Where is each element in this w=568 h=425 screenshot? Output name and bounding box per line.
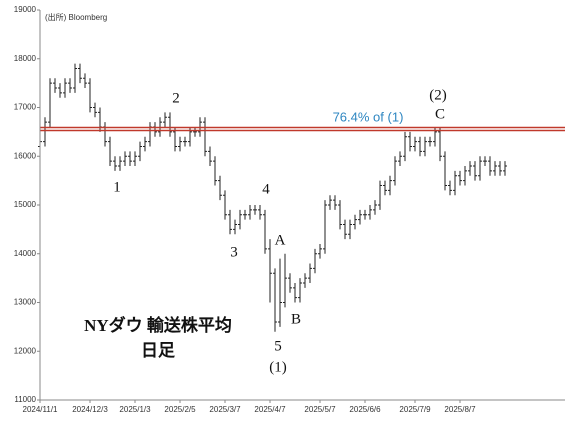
y-tick-label: 14000 (14, 249, 37, 258)
x-tick-label: 2025/3/7 (209, 405, 241, 414)
wave-label: (1) (269, 359, 287, 375)
y-tick-label: 15000 (14, 200, 37, 209)
wave-label: 1 (113, 179, 121, 195)
x-tick-label: 2025/2/5 (164, 405, 196, 414)
y-tick-label: 17000 (14, 103, 37, 112)
x-tick-label: 2024/11/1 (23, 405, 59, 414)
y-tick-label: 16000 (14, 151, 37, 160)
y-tick-label: 12000 (14, 346, 37, 355)
wave-label: A (275, 232, 286, 248)
wave-label: 5 (274, 338, 282, 354)
wave-label: B (291, 311, 301, 327)
y-tick-label: 19000 (14, 5, 37, 14)
wave-label: (2) (429, 87, 447, 103)
x-tick-label: 2025/4/7 (254, 405, 286, 414)
source-note: (出所) Bloomberg (45, 12, 107, 22)
x-tick-label: 2025/1/3 (119, 405, 151, 414)
x-tick-label: 2024/12/3 (72, 405, 108, 414)
wave-label: 2 (172, 90, 180, 106)
chart-title: NYダウ 輸送株平均 (84, 315, 232, 335)
x-tick-label: 2025/5/7 (304, 405, 336, 414)
chart-subtitle: 日足 (141, 341, 175, 360)
wave-label: 4 (262, 181, 270, 197)
y-tick-label: 13000 (14, 298, 37, 307)
reference-label: 76.4% of (1) (333, 109, 404, 124)
y-tick-label: 11000 (14, 395, 36, 404)
x-tick-label: 2025/8/7 (444, 405, 476, 414)
wave-label: C (435, 106, 445, 122)
x-tick-label: 2025/7/9 (399, 405, 431, 414)
wave-label: 3 (230, 244, 238, 260)
y-tick-label: 18000 (14, 54, 37, 63)
x-tick-label: 2025/6/6 (349, 405, 381, 414)
